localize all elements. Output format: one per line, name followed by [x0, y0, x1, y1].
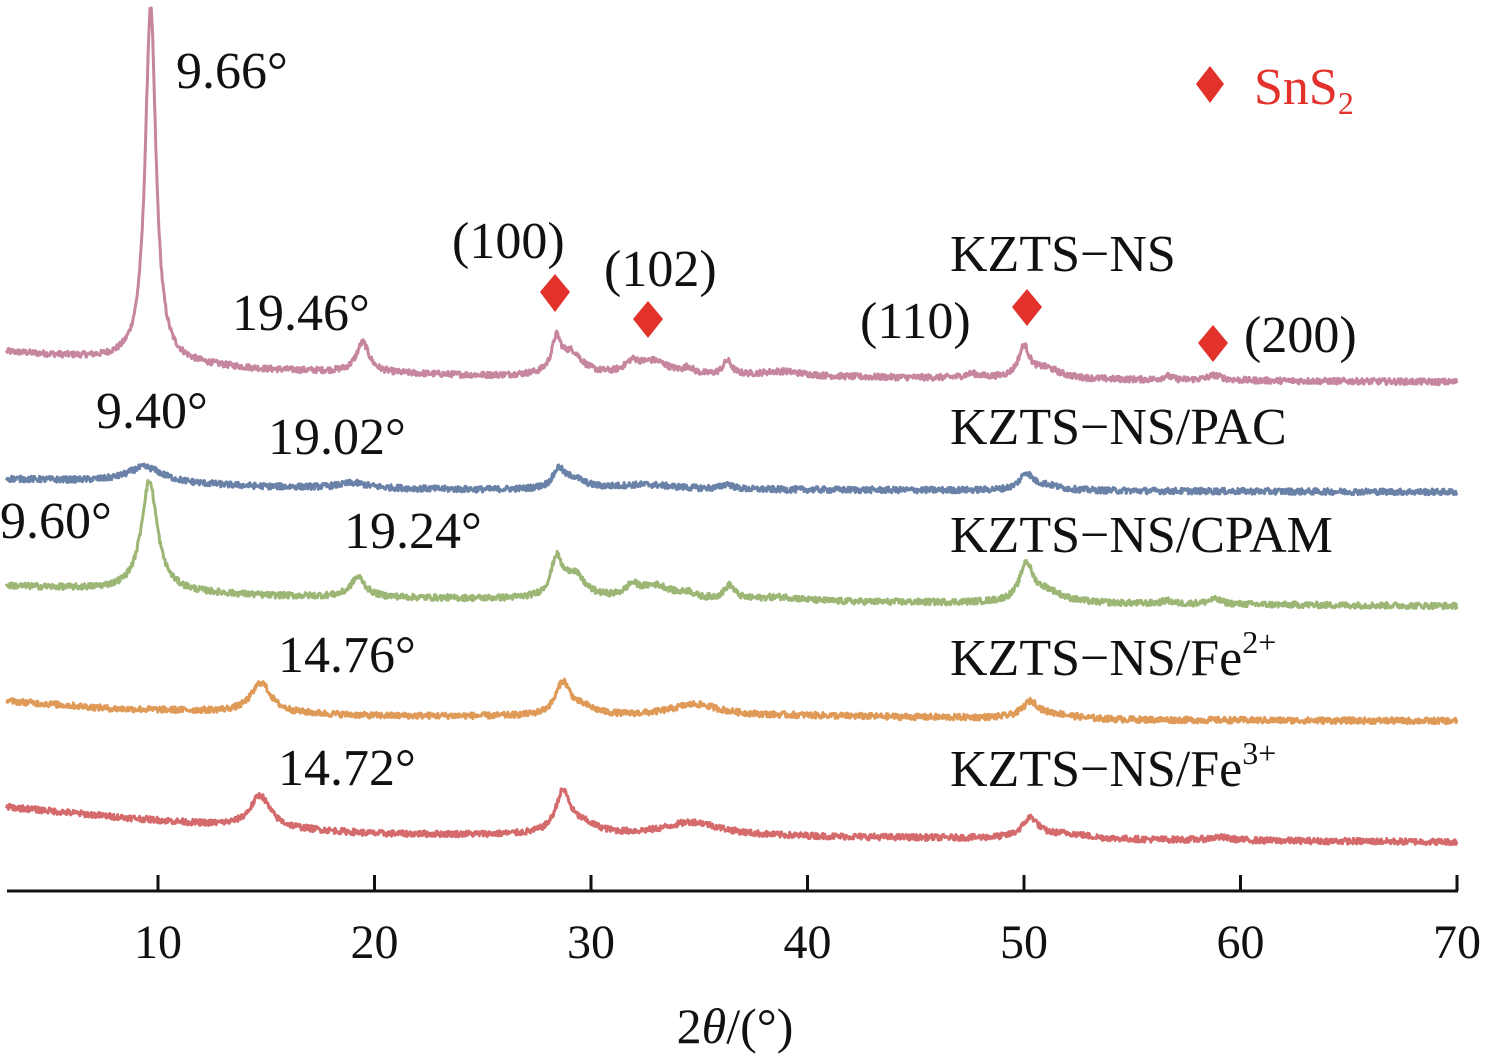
series-label-cpam-main: KZTS−NS/CPAM [950, 507, 1333, 564]
phase-marker-group [540, 274, 1228, 362]
peak-label-pac-1: 9.40° [96, 383, 208, 440]
legend-label-main: SnS [1254, 59, 1338, 116]
series-label-pac-main: KZTS−NS/PAC [950, 399, 1287, 456]
x-axis: 10 20 30 40 50 60 70 2θ/(°) [7, 875, 1481, 1054]
series-label-fe2-sup: 2+ [1242, 624, 1276, 660]
series-label-pac: KZTS−NS/PAC [950, 399, 1287, 456]
x-tick-label-10: 10 [134, 916, 182, 969]
legend-label-sub: 2 [1338, 85, 1354, 121]
snS2-marker-110 [1012, 289, 1042, 326]
trace-kzts-ns-fe2- [5, 677, 1459, 726]
legend-label: SnS2 [1254, 59, 1354, 121]
peak-label-fe3-1: 14.72° [278, 740, 416, 797]
x-axis-title-suffix: /(°) [726, 998, 793, 1054]
legend-diamond-icon [1196, 66, 1224, 103]
trace-group [5, 6, 1459, 847]
series-label-kzts-ns: KZTS−NS [950, 226, 1176, 283]
x-tick-label-60: 60 [1217, 916, 1265, 969]
hkl-label-110: (110) [860, 293, 971, 350]
snS2-marker-200 [1198, 325, 1228, 362]
hkl-label-102: (102) [604, 241, 717, 298]
trace-kzts-ns [5, 6, 1459, 387]
peak-label-cpam-1: 9.60° [0, 493, 112, 550]
series-label-kzts-ns-main: KZTS−NS [950, 226, 1176, 283]
x-axis-title: 2θ/(°) [677, 998, 794, 1054]
peak-label-cpam-2: 19.24° [344, 503, 482, 560]
series-label-fe2: KZTS−NS/Fe2+ [950, 624, 1276, 687]
legend: SnS2 [1196, 59, 1354, 121]
trace-kzts-ns-pac [5, 462, 1459, 497]
x-axis-title-prefix: 2 [677, 998, 702, 1054]
snS2-marker-100 [540, 274, 570, 312]
x-tick-label-20: 20 [351, 916, 399, 969]
series-label-fe2-main: KZTS−NS/Fe [950, 630, 1242, 687]
x-tick-label-40: 40 [784, 916, 832, 969]
trace-kzts-ns-fe3- [5, 787, 1459, 847]
series-label-fe3: KZTS−NS/Fe3+ [950, 735, 1276, 798]
peak-label-fe2-1: 14.76° [278, 627, 416, 684]
series-label-fe3-main: KZTS−NS/Fe [950, 741, 1242, 798]
peak-label-pac-2: 19.02° [268, 409, 406, 466]
hkl-label-200: (200) [1244, 307, 1357, 364]
x-tick-label-30: 30 [567, 916, 615, 969]
x-tick-label-70: 70 [1433, 916, 1481, 969]
hkl-label-100: (100) [452, 213, 565, 270]
x-axis-title-theta: θ [702, 998, 727, 1054]
trace-kzts-ns-cpam [5, 479, 1459, 611]
series-label-cpam: KZTS−NS/CPAM [950, 507, 1333, 564]
x-tick-label-50: 50 [1000, 916, 1048, 969]
peak-label-kzts-ns-1: 9.66° [176, 43, 288, 100]
peak-label-kzts-ns-2: 19.46° [232, 285, 370, 342]
snS2-marker-102 [633, 301, 663, 338]
series-label-fe3-sup: 3+ [1242, 735, 1276, 771]
